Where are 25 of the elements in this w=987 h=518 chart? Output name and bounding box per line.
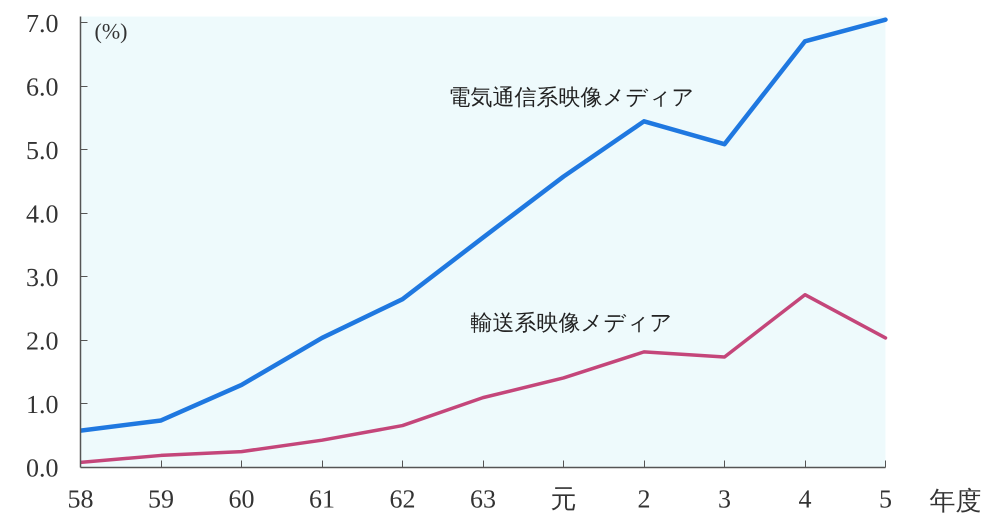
x-tick-label: 4 [798,484,812,514]
y-tick-label: 3.0 [26,262,58,292]
x-tick-label: 61 [309,484,335,514]
y-tick-label: 2.0 [26,326,58,356]
x-tick-label: 59 [148,484,174,514]
y-tick-label: 5.0 [26,136,58,165]
y-tick-label: 7.0 [26,8,58,38]
x-tick-label: 60 [228,484,254,514]
x-tick-label: 2 [638,484,650,514]
x-tick-label: 58 [68,484,94,514]
x-tick-label: 3 [718,484,731,514]
series-label: 電気通信系映像メディア [448,84,695,110]
line-series [80,292,888,464]
x-tick-label: 62 [390,484,416,514]
series-label: 輸送系映像メディア [470,310,673,335]
x-tick-label: 5 [879,484,892,514]
y-tick-label: 1.0 [26,390,58,419]
x-tick-label: 元 [550,484,576,514]
y-axis-title: (%) [94,18,128,44]
line-series [80,17,888,433]
x-axis-title: 年度 [930,486,982,516]
y-tick-label: 6.0 [26,72,58,102]
y-tick-label: 0.0 [26,454,58,482]
y-tick-label: 4.0 [26,199,58,228]
x-tick-label: 63 [470,484,496,514]
